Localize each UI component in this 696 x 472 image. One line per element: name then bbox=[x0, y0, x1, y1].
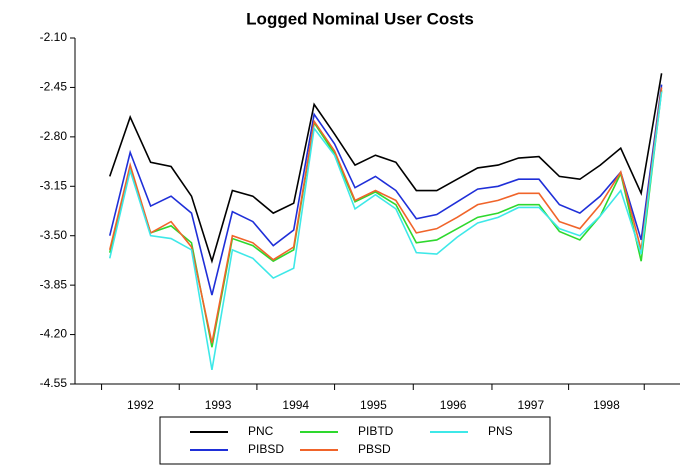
y-tick-label: -4.55 bbox=[40, 376, 68, 390]
x-tick-label: 1995 bbox=[360, 398, 387, 412]
legend-box bbox=[159, 416, 551, 465]
x-tick-label: 1998 bbox=[593, 398, 620, 412]
series-line bbox=[108, 73, 663, 264]
legend-label: PNC bbox=[248, 424, 274, 438]
y-tick-label: -4.20 bbox=[40, 327, 68, 341]
y-tick-label: -2.45 bbox=[40, 80, 68, 94]
legend-label: PIBSD bbox=[248, 442, 284, 456]
y-tick-label: -2.10 bbox=[40, 30, 68, 44]
x-tick-label: 1997 bbox=[517, 398, 544, 412]
y-tick-label: -2.80 bbox=[40, 129, 68, 143]
x-tick-label: 1994 bbox=[282, 398, 309, 412]
y-tick-label: -3.50 bbox=[40, 228, 68, 242]
legend-label: PIBTD bbox=[358, 424, 394, 438]
y-tick-label: -3.85 bbox=[40, 277, 68, 291]
x-tick-label: 1996 bbox=[440, 398, 467, 412]
x-tick-label: 1992 bbox=[127, 398, 154, 412]
series-line bbox=[108, 91, 663, 371]
series-line bbox=[108, 84, 663, 296]
chart-title: Logged Nominal User Costs bbox=[246, 9, 474, 28]
legend-label: PBSD bbox=[358, 442, 391, 456]
x-tick-label: 1993 bbox=[205, 398, 232, 412]
series-line bbox=[108, 87, 663, 344]
legend-label: PNS bbox=[488, 424, 513, 438]
y-tick-label: -3.15 bbox=[40, 178, 68, 192]
